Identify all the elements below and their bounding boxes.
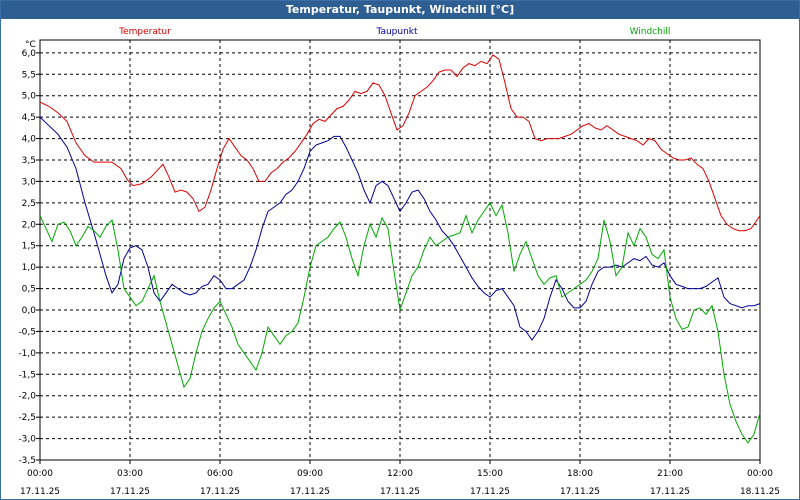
y-tick-label: 5,0	[22, 92, 37, 102]
legend-temperatur: Temperatur	[118, 27, 171, 37]
chart-title: Temperatur, Taupunkt, Windchill [°C]	[1, 1, 799, 19]
x-tick-date: 18.11.25	[740, 487, 780, 497]
y-tick-label: 1,0	[22, 263, 37, 273]
plot-border	[39, 39, 761, 461]
y-tick-label: 0,5	[22, 285, 36, 295]
x-tick-date: 17.11.25	[200, 487, 240, 497]
y-tick-label: 5,5	[22, 70, 36, 80]
series-lines	[39, 54, 761, 444]
y-tick-label: -3,0	[18, 435, 36, 445]
y-tick-label: 0,0	[22, 306, 37, 316]
x-tick-date: 17.11.25	[290, 487, 330, 497]
y-tick-label: -1,0	[18, 349, 36, 359]
y-tick-label: -0,5	[18, 327, 36, 337]
y-axis-unit: °C	[25, 40, 36, 50]
y-tick-labels: 6,0 5,5 5,0 4,5 4,0 3,5 3,0 2,5 2,0 1,5 1,0 0,5 0,0 -…	[18, 49, 36, 466]
y-tick-label: 6,0	[22, 49, 37, 59]
legend-taupunkt: Taupunkt	[375, 27, 418, 37]
y-tick-label: -2,5	[18, 413, 36, 423]
x-tick-time: 15:00	[477, 469, 503, 479]
y-tick-label: 2,0	[22, 220, 37, 230]
x-tick-time: 00:00	[27, 469, 53, 479]
y-tick-label: 1,5	[22, 242, 36, 252]
y-tick-label: 3,5	[22, 156, 36, 166]
legend-windchill: Windchill	[630, 27, 671, 37]
series-line-temperatur	[39, 54, 761, 232]
series-line-windchill	[39, 201, 761, 444]
x-tick-date: 17.11.25	[650, 487, 690, 497]
x-tick-time: 18:00	[567, 469, 593, 479]
y-tick-label: 4,0	[22, 135, 37, 145]
axes	[36, 39, 761, 464]
x-tick-time: 06:00	[207, 469, 233, 479]
y-tick-label: -3,5	[18, 456, 36, 466]
y-tick-label: -1,5	[18, 370, 36, 380]
y-tick-label: 2,5	[22, 199, 36, 209]
x-tick-date: 17.11.25	[470, 487, 510, 497]
grid	[39, 40, 761, 461]
x-tick-date: 17.11.25	[380, 487, 420, 497]
x-tick-time: 09:00	[297, 469, 323, 479]
x-tick-date: 17.11.25	[20, 487, 60, 497]
y-tick-label: -2,0	[18, 392, 36, 402]
x-tick-time: 00:00	[747, 469, 773, 479]
series-line-taupunkt	[39, 116, 761, 341]
y-tick-label: 4,5	[22, 113, 36, 123]
x-tick-time: 03:00	[117, 469, 143, 479]
x-tick-date: 17.11.25	[110, 487, 150, 497]
x-tick-date: 17.11.25	[560, 487, 600, 497]
x-tick-time: 21:00	[657, 469, 683, 479]
y-tick-label: 3,0	[22, 177, 37, 187]
x-tick-labels: 00:00 17.11.25 03:00 17.11.25 06:00 17.11.25 0…	[20, 469, 780, 497]
x-tick-time: 12:00	[387, 469, 413, 479]
legend: Temperatur Taupunkt Windchill	[118, 27, 670, 37]
